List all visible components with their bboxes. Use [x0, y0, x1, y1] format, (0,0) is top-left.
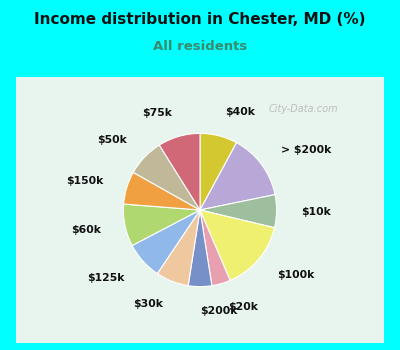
Wedge shape: [200, 143, 275, 210]
Text: $40k: $40k: [225, 107, 255, 117]
Text: $30k: $30k: [133, 299, 163, 309]
Wedge shape: [132, 210, 200, 274]
Text: $150k: $150k: [66, 176, 103, 186]
Text: > $200k: > $200k: [281, 145, 332, 155]
Wedge shape: [200, 210, 274, 280]
Wedge shape: [133, 145, 200, 210]
Text: $200k: $200k: [200, 306, 237, 316]
Wedge shape: [200, 195, 277, 228]
Text: Income distribution in Chester, MD (%): Income distribution in Chester, MD (%): [34, 12, 366, 27]
Text: $20k: $20k: [228, 302, 258, 312]
Text: City-Data.com: City-Data.com: [268, 104, 338, 114]
Wedge shape: [200, 133, 236, 210]
Text: $125k: $125k: [87, 273, 125, 282]
Text: All residents: All residents: [153, 40, 247, 53]
Text: $10k: $10k: [301, 206, 331, 217]
Wedge shape: [188, 210, 212, 287]
Wedge shape: [124, 173, 200, 210]
Wedge shape: [123, 204, 200, 245]
Text: $100k: $100k: [277, 270, 315, 280]
Text: $50k: $50k: [97, 135, 127, 145]
Wedge shape: [200, 210, 230, 286]
Text: $60k: $60k: [71, 225, 101, 235]
Text: $75k: $75k: [142, 108, 172, 118]
Wedge shape: [157, 210, 200, 286]
Wedge shape: [159, 133, 200, 210]
